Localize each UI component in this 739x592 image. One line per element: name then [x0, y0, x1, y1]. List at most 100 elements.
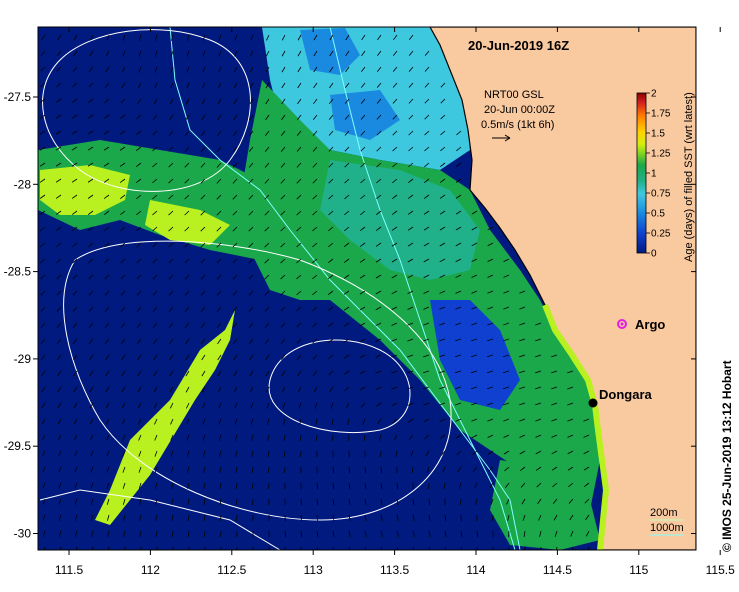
- current-vector: [520, 466, 526, 471]
- current-vector: [184, 306, 190, 312]
- current-vector: [136, 242, 142, 248]
- current-vector: [136, 114, 142, 120]
- current-vector: [217, 82, 222, 89]
- current-vector: [328, 210, 334, 216]
- current-vector: [185, 354, 190, 361]
- current-vector: [201, 130, 206, 137]
- current-vector: [455, 178, 462, 183]
- current-vector: [455, 306, 462, 310]
- current-vector: [375, 306, 382, 311]
- current-vector: [152, 130, 158, 136]
- current-vector: [328, 130, 334, 136]
- current-vector: [360, 82, 366, 88]
- current-vector: [248, 290, 254, 296]
- current-vector: [519, 322, 526, 326]
- current-vector: [265, 370, 270, 377]
- current-vector: [583, 434, 590, 438]
- current-vector: [296, 242, 302, 248]
- current-vector: [423, 210, 430, 215]
- current-vector: [89, 402, 94, 409]
- current-source-line2: 20-Jun 00:00Z: [484, 104, 555, 116]
- current-vector: [344, 194, 350, 200]
- current-vector: [344, 146, 350, 152]
- current-vector: [233, 82, 238, 89]
- current-vector: [488, 466, 494, 472]
- colorbar-tick-label: 0.5: [651, 209, 665, 220]
- current-vector: [391, 274, 398, 279]
- current-vector: [40, 50, 46, 56]
- current-vector: [396, 482, 399, 490]
- current-vector: [265, 354, 270, 361]
- current-vector: [344, 386, 350, 392]
- current-vector: [154, 482, 158, 489]
- current-vector: [248, 258, 254, 264]
- current-vector: [248, 194, 254, 200]
- current-vector: [153, 370, 158, 377]
- current-vector: [168, 242, 174, 248]
- current-vector: [171, 482, 174, 489]
- current-vector: [507, 514, 510, 521]
- current-vector: [152, 322, 158, 328]
- current-vector: [425, 450, 430, 457]
- current-vector: [202, 50, 206, 57]
- current-vector: [248, 322, 254, 328]
- current-vector: [568, 498, 574, 504]
- current-vector: [328, 194, 334, 200]
- current-vector: [332, 514, 335, 521]
- current-vector: [74, 450, 78, 457]
- current-vector: [519, 290, 526, 294]
- current-vector: [168, 274, 174, 280]
- current-vector: [297, 50, 302, 57]
- current-vector: [456, 130, 462, 136]
- current-vector: [487, 290, 494, 294]
- current-vector: [152, 194, 158, 200]
- current-vector: [104, 306, 110, 312]
- sst-region-teal: [320, 160, 480, 280]
- current-vector: [216, 322, 222, 328]
- current-vector: [40, 242, 46, 248]
- current-vector: [297, 114, 302, 121]
- current-vector: [312, 354, 318, 360]
- current-vector: [392, 98, 398, 104]
- current-vector: [519, 434, 526, 438]
- current-vector: [391, 322, 398, 326]
- current-vector: [154, 434, 158, 441]
- current-vector: [361, 50, 366, 57]
- current-vector: [249, 370, 254, 377]
- current-vector: [120, 322, 126, 328]
- isobath-1000m: [329, 27, 516, 550]
- current-vector: [56, 322, 62, 328]
- current-vector: [249, 354, 254, 361]
- current-vector: [251, 466, 254, 473]
- current-vector: [249, 130, 254, 137]
- current-vector: [455, 354, 462, 358]
- current-vector: [423, 402, 430, 406]
- current-vector: [106, 482, 110, 489]
- current-vector: [423, 370, 430, 374]
- current-vector: [136, 258, 142, 264]
- current-vector: [168, 322, 174, 328]
- current-vector: [567, 434, 574, 438]
- current-vector: [471, 290, 478, 294]
- current-vector: [487, 418, 494, 422]
- current-vector: [519, 402, 526, 406]
- current-vector: [249, 114, 254, 121]
- current-vector: [71, 146, 78, 151]
- current-vector: [42, 466, 46, 473]
- current-vector: [280, 226, 286, 232]
- current-vector: [471, 338, 478, 342]
- current-vector: [423, 338, 430, 342]
- current-vector: [535, 434, 542, 438]
- current-vector: [328, 226, 334, 232]
- current-vector: [39, 210, 46, 215]
- current-vector: [439, 402, 446, 406]
- current-vector: [88, 258, 94, 264]
- current-vector: [567, 466, 574, 471]
- depth-legend-1000m: 1000m: [650, 522, 684, 534]
- credit-text: © IMOS 25-Jun-2019 13:12 Hobart: [720, 360, 734, 552]
- current-vector: [428, 514, 431, 521]
- current-vector: [391, 338, 398, 342]
- current-vector: [327, 306, 334, 311]
- current-vector: [120, 242, 126, 248]
- ssh-contour-2: [268, 339, 411, 434]
